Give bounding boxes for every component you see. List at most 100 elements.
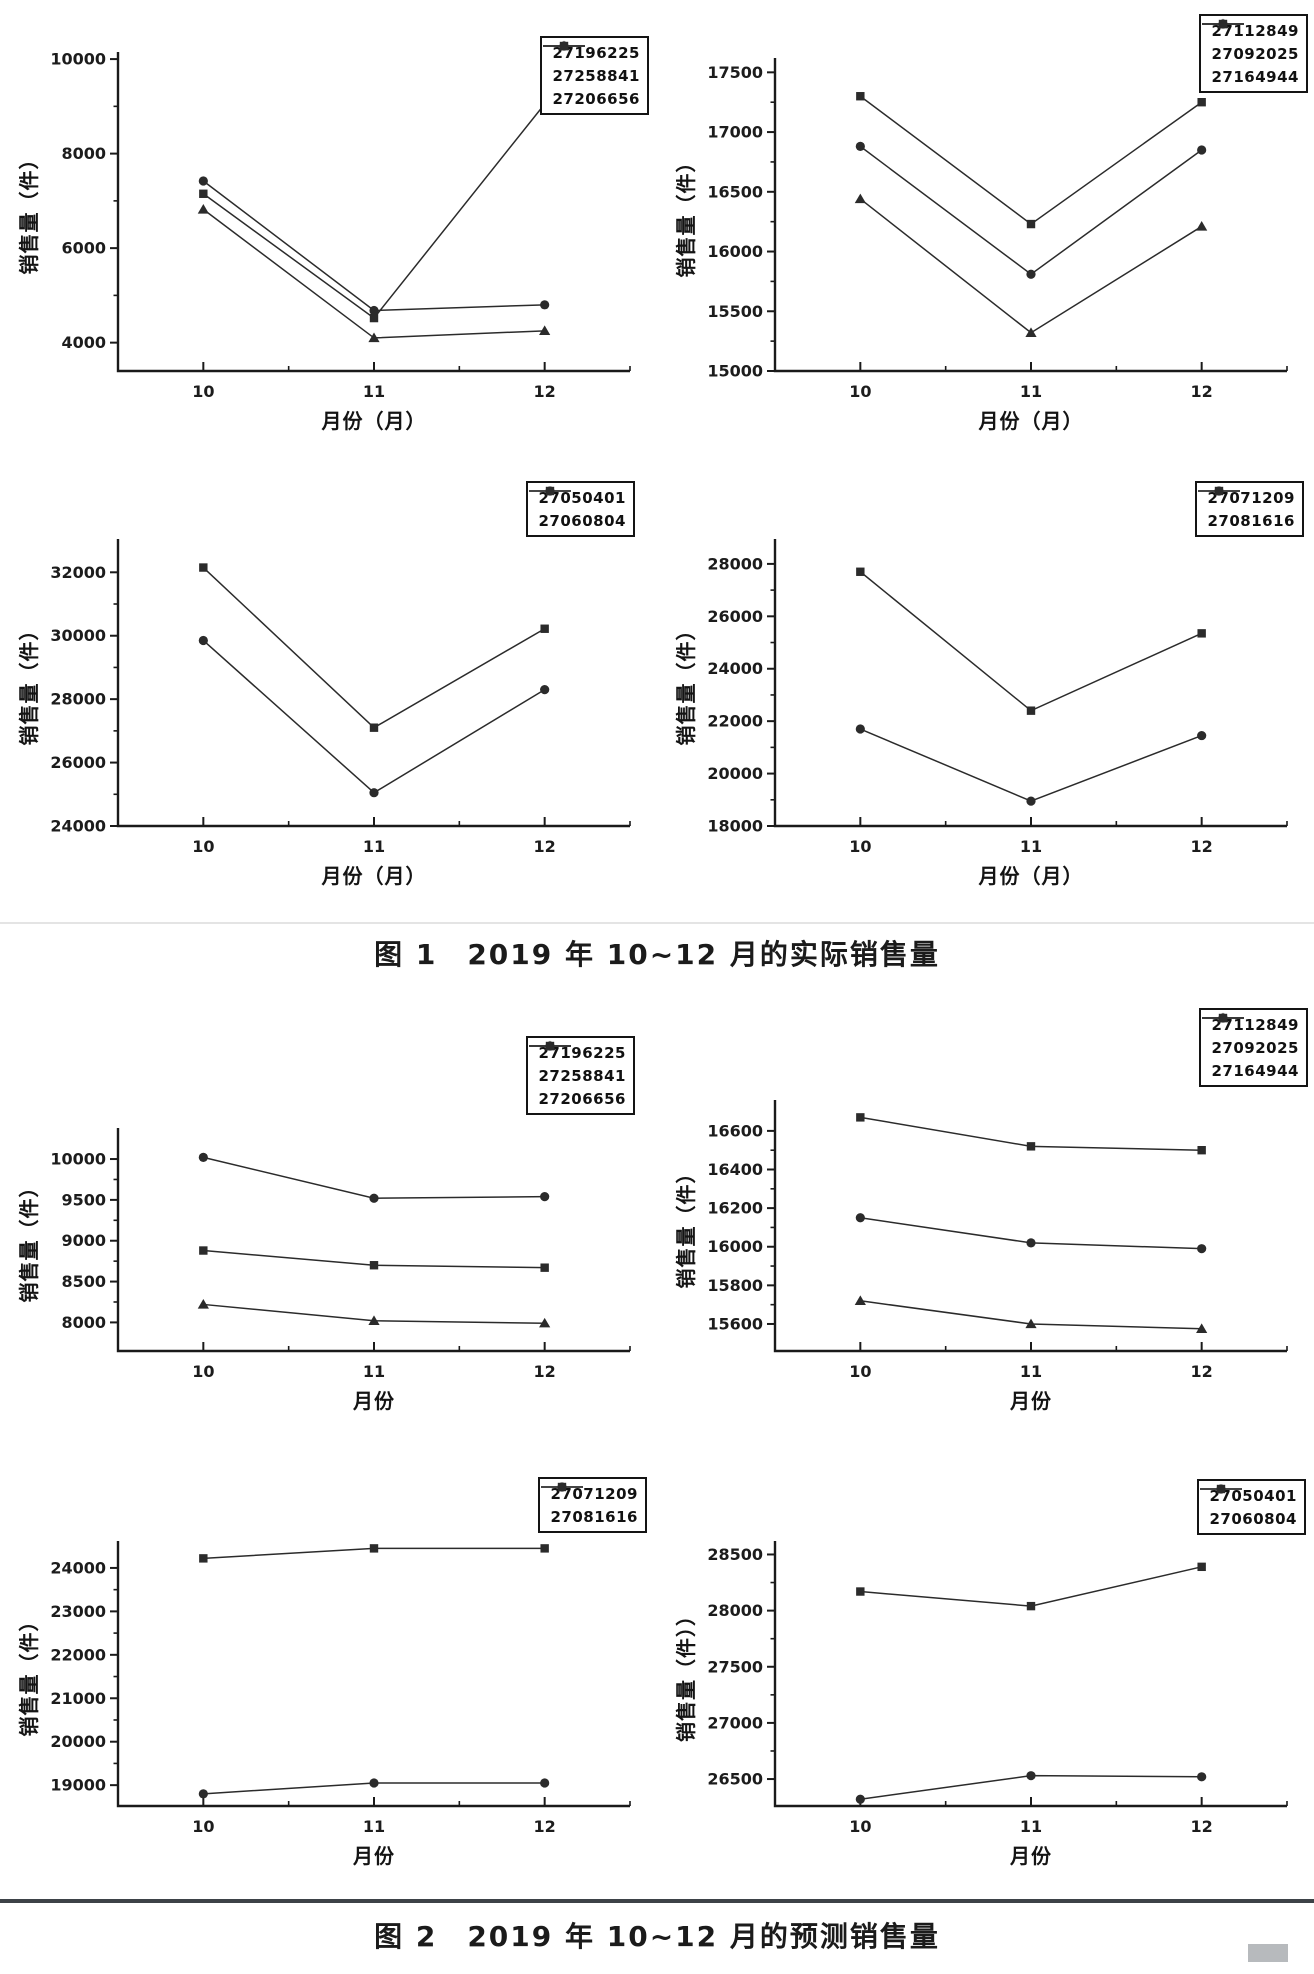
y-tick-label: 28000 [707, 554, 763, 573]
data-point-triangle-icon [368, 332, 380, 343]
legend-marker-triangle-icon [557, 40, 570, 51]
y-tick-label: 22000 [707, 712, 763, 731]
legend-series-label: 27050401 [538, 488, 626, 507]
legend-item: 27164944 [1201, 18, 1300, 88]
x-tick-label: 12 [1191, 1362, 1213, 1381]
y-tick-label: 15800 [707, 1276, 763, 1295]
data-point-circle-icon [855, 141, 865, 152]
fig1-chart-top-left: 4000 6000 8000 10000 10 11 12 销售量（件） 月份（月） 271962… [0, 6, 657, 461]
data-point-circle-icon [855, 1213, 865, 1223]
data-point-circle-icon [198, 635, 208, 646]
series-line-27258841 [202, 180, 545, 312]
x-tick-label: 10 [849, 382, 871, 401]
data-point-triangle-icon [539, 325, 551, 336]
data-point-square-icon [1197, 1146, 1206, 1155]
y-tick-label: 16600 [707, 1121, 763, 1140]
data-point-circle-icon [198, 1789, 208, 1799]
x-tick-label: 12 [1191, 1817, 1213, 1836]
legend-series-label: 27112849 [1211, 21, 1299, 40]
y-axis-title: 销售量（件） [674, 1163, 698, 1289]
data-point-square-icon [856, 1113, 865, 1122]
data-point-triangle-icon [1196, 221, 1208, 231]
chart-canvas: 4000 6000 8000 10000 10 11 12 销售量（件） 月份（月） [17, 50, 631, 433]
fig2-chart-bottom-left: 19000 20000 21000 22000 23000 24000 10 11 12 销售量（… [0, 1441, 657, 1896]
data-point-triangle-icon [539, 1317, 551, 1328]
legend-series-label: 27206656 [552, 89, 640, 108]
x-axis-title: 月份（月） [321, 864, 427, 888]
legend-item: 27258841 [542, 41, 641, 87]
legend-series-label: 27071209 [1207, 488, 1295, 507]
data-point-circle-icon [855, 1794, 865, 1804]
legend: 27196225 27258841 27206656 [525, 1036, 635, 1115]
y-tick-label: 26500 [707, 1770, 763, 1789]
data-point-square-icon [199, 563, 208, 572]
data-point-square-icon [1026, 219, 1036, 229]
y-tick-label: 17500 [707, 63, 763, 82]
y-tick-label: 8000 [61, 144, 106, 163]
x-axis-title: 月份（月） [978, 409, 1084, 433]
y-tick-label: 26000 [50, 753, 106, 772]
legend: 27196225 27258841 27206656 [539, 36, 649, 115]
data-point-circle-icon [1026, 1238, 1036, 1248]
data-point-circle-icon [1197, 730, 1207, 741]
data-point-circle-icon [540, 685, 550, 695]
legend-series-label: 27164944 [1211, 67, 1299, 86]
data-point-circle-icon [369, 305, 379, 316]
y-tick-label: 15500 [707, 302, 763, 321]
axes-lines [773, 58, 1287, 373]
x-tick-label: 11 [1020, 1362, 1042, 1381]
chart-canvas: 8000 8500 9000 9500 10000 10 11 12 销售量（件） 月份 [17, 1128, 631, 1413]
y-tick-label: 8000 [61, 1313, 106, 1332]
y-axis-title: 销售量（件） [674, 620, 698, 746]
x-axis-title: 月份（月） [978, 864, 1084, 888]
chart-canvas: 19000 20000 21000 22000 23000 24000 10 11 12 销售量（… [17, 1541, 631, 1868]
data-point-circle-icon [855, 724, 865, 734]
axes-lines [116, 1541, 630, 1808]
figure-1-caption: 图 1 2019 年 10~12 月的实际销售量 [0, 922, 1314, 986]
y-tick-label: 30000 [50, 626, 106, 645]
y-tick-label: 28000 [707, 1601, 763, 1620]
data-point-square-icon [540, 1544, 549, 1553]
x-tick-label: 10 [192, 1817, 214, 1836]
data-point-square-icon [1197, 1562, 1206, 1572]
series-line-27050401 [202, 566, 546, 729]
y-tick-label: 23000 [50, 1602, 106, 1621]
y-tick-label: 26000 [707, 607, 763, 626]
legend-item: 27081616 [540, 1482, 639, 1528]
axes-lines [773, 539, 1287, 828]
series-line-27050401 [860, 1566, 1202, 1607]
y-tick-label: 9500 [61, 1190, 106, 1209]
y-tick-label: 15600 [707, 1314, 763, 1333]
data-point-square-icon [369, 723, 379, 732]
x-tick-label: 11 [363, 382, 385, 401]
legend-series-label: 27206656 [538, 1089, 626, 1108]
data-point-square-icon [199, 1554, 208, 1563]
x-tick-label: 11 [363, 1362, 385, 1381]
data-point-square-icon [856, 1587, 865, 1596]
figure-1-actual-sales: 4000 6000 8000 10000 10 11 12 销售量（件） 月份（月） 271962… [0, 6, 1314, 916]
y-tick-label: 4000 [61, 333, 106, 352]
legend-marker-triangle-icon [543, 1040, 556, 1051]
y-tick-label: 27000 [707, 1713, 763, 1732]
y-tick-label: 28500 [707, 1545, 763, 1564]
data-point-circle-icon [198, 1152, 208, 1163]
data-point-circle-icon [1197, 1244, 1207, 1254]
x-axis-title: 月份 [352, 1844, 395, 1868]
y-axis-title: 销售量（件） [17, 620, 41, 746]
data-point-circle-icon [1026, 269, 1036, 279]
series-line-27060804 [202, 639, 546, 794]
data-point-circle-icon [369, 1193, 379, 1203]
legend-item: 27060804 [528, 486, 627, 532]
chart-canvas: 18000 20000 22000 24000 26000 28000 10 11 12 销售量（… [674, 539, 1288, 888]
data-point-square-icon [1026, 1601, 1036, 1611]
legend-item: 27092025 [1201, 1013, 1300, 1059]
x-axis-title: 月份 [352, 1389, 395, 1413]
data-point-triangle-icon [368, 1315, 380, 1325]
legend-marker-circle-icon [1213, 486, 1224, 496]
data-point-square-icon [369, 1544, 379, 1553]
data-point-square-icon [856, 92, 865, 101]
x-axis-title: 月份 [1009, 1389, 1052, 1413]
x-tick-label: 12 [534, 382, 556, 401]
series-line-27258841 [203, 1156, 545, 1199]
data-point-square-icon [540, 1263, 549, 1272]
